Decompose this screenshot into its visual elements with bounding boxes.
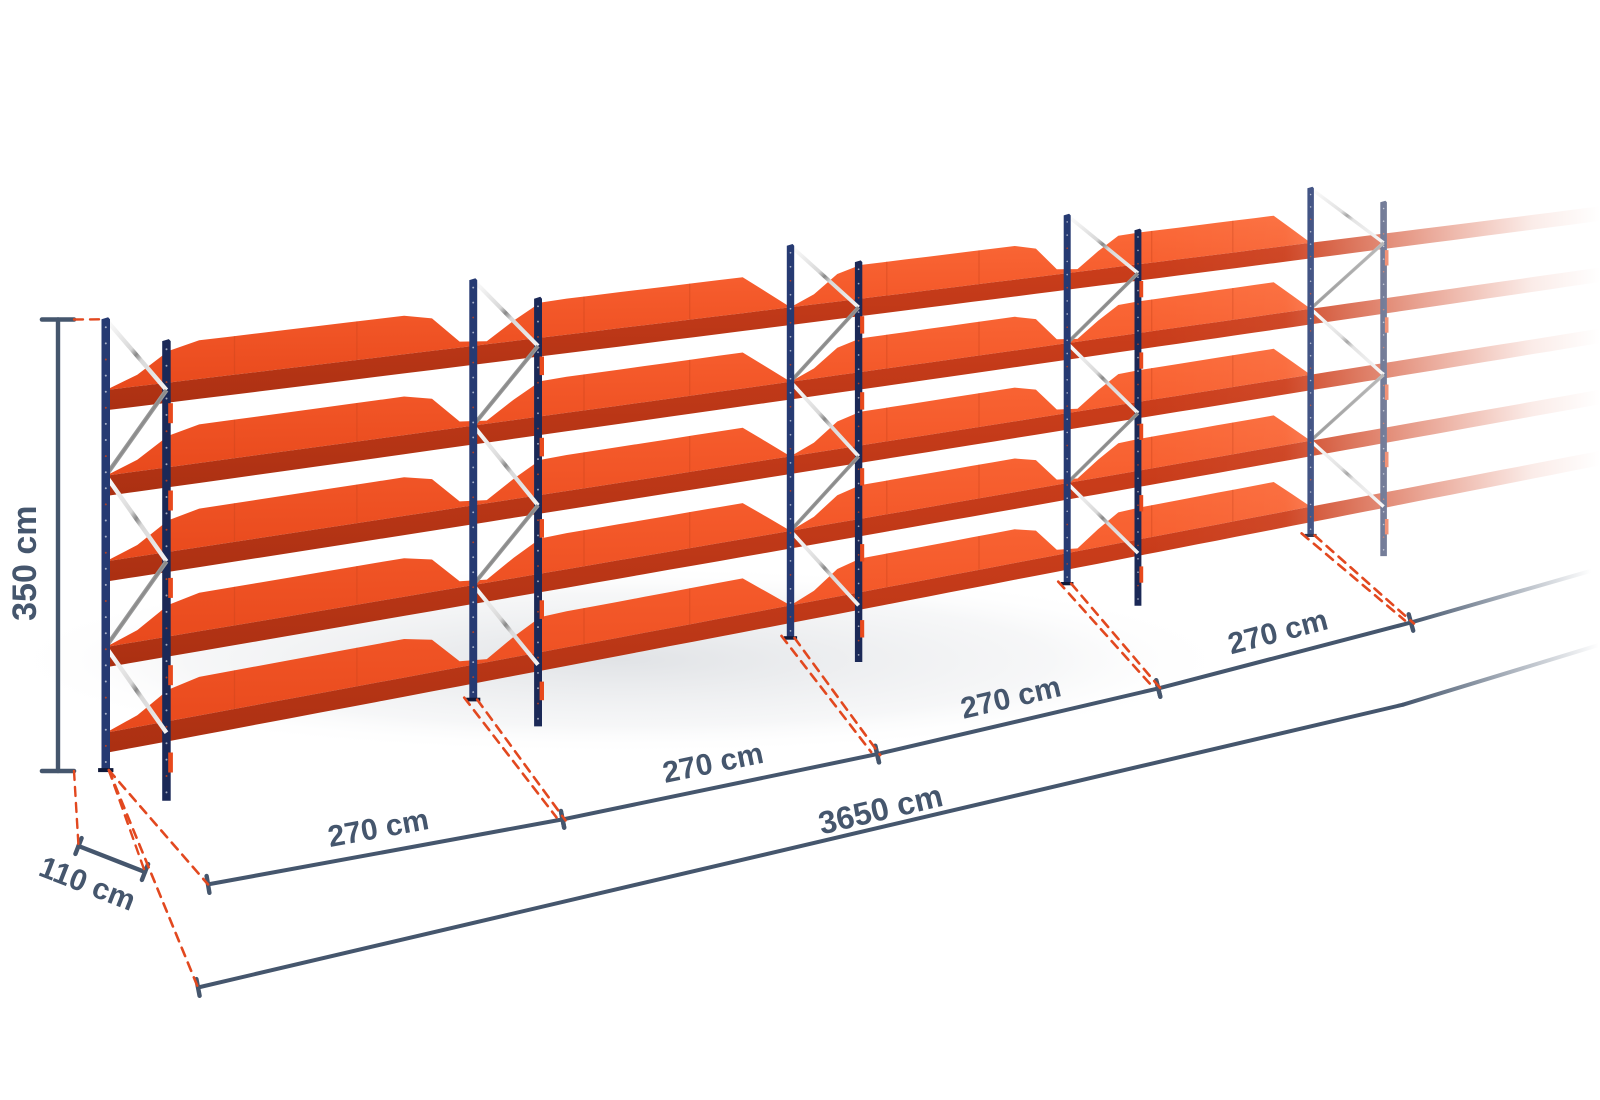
svg-text:350 cm: 350 cm (6, 506, 44, 621)
svg-text:3650 cm: 3650 cm (815, 777, 946, 841)
svg-text:110 cm: 110 cm (35, 851, 140, 918)
